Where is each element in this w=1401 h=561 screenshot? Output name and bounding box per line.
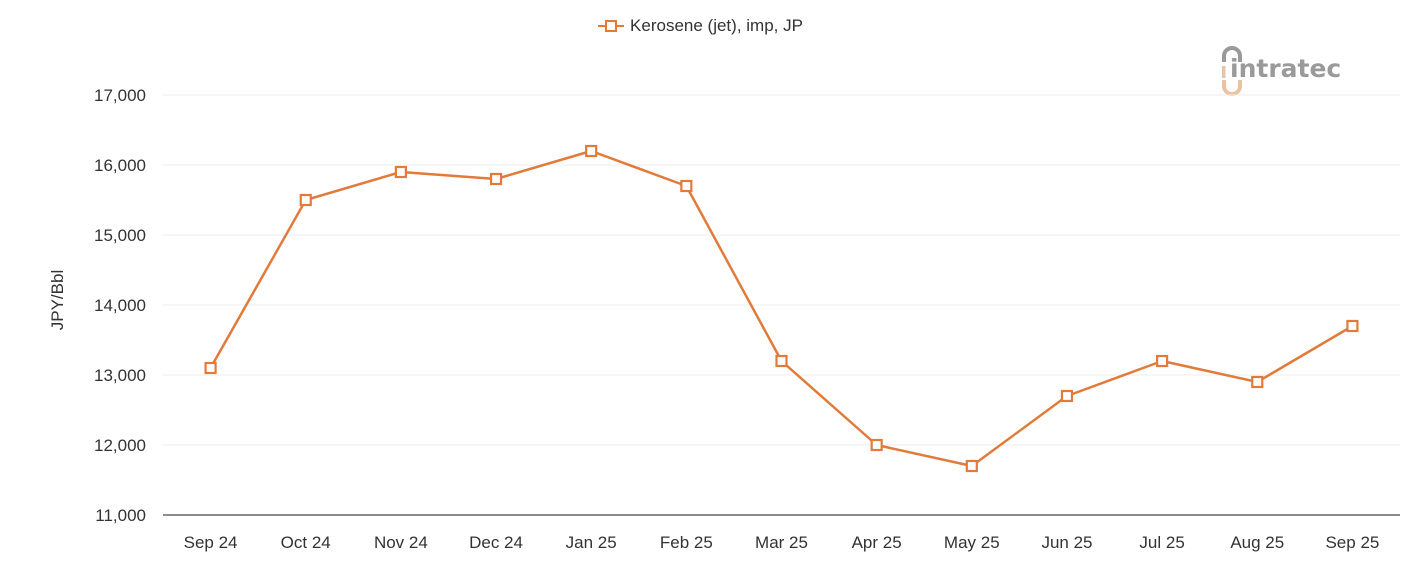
x-tick-label: Mar 25 [755,533,808,552]
x-tick-label: Dec 24 [469,533,523,552]
data-point-marker [489,172,503,186]
svg-text:intratec: intratec [1230,54,1341,83]
y-tick-label: 11,000 [95,506,146,525]
data-point-marker [585,144,598,158]
x-tick-label: May 25 [944,533,1000,552]
data-point-marker [1251,375,1264,389]
y-tick-label: 12,000 [94,436,146,455]
hollow-square-line-icon [598,20,625,32]
x-tick-label: Sep 24 [184,533,238,552]
y-tick-label: 17,000 [94,86,146,105]
data-point-marker [870,438,883,452]
data-point-marker [680,179,693,193]
y-tick-label: 14,000 [94,296,146,315]
x-tick-label: Oct 24 [281,533,331,552]
data-point-marker [965,459,978,473]
x-tick-label: Nov 24 [374,533,428,552]
y-tick-label: 15,000 [94,226,146,245]
data-point-marker [204,361,217,375]
x-tick-label: Jun 25 [1041,533,1092,552]
data-point-marker [1346,319,1359,333]
x-tick-label: Sep 25 [1325,533,1379,552]
y-tick-label: 13,000 [94,366,146,385]
series-line [209,149,1354,468]
data-point-marker [394,165,407,179]
x-tick-label: Apr 25 [852,533,902,552]
data-point-marker [1156,354,1169,368]
x-tick-label: Jul 25 [1139,533,1184,552]
data-point-marker [1060,389,1074,403]
legend: Kerosene (jet), imp, JP [0,16,1401,36]
data-point-marker [299,193,312,207]
intratec-logo: intratec [1220,42,1370,101]
x-tick-label: Aug 25 [1230,533,1284,552]
x-tick-label: Jan 25 [566,533,617,552]
data-point-marker [775,354,788,368]
y-tick-label: 16,000 [94,156,146,175]
legend-label: Kerosene (jet), imp, JP [630,16,803,35]
x-tick-label: Feb 25 [660,533,713,552]
